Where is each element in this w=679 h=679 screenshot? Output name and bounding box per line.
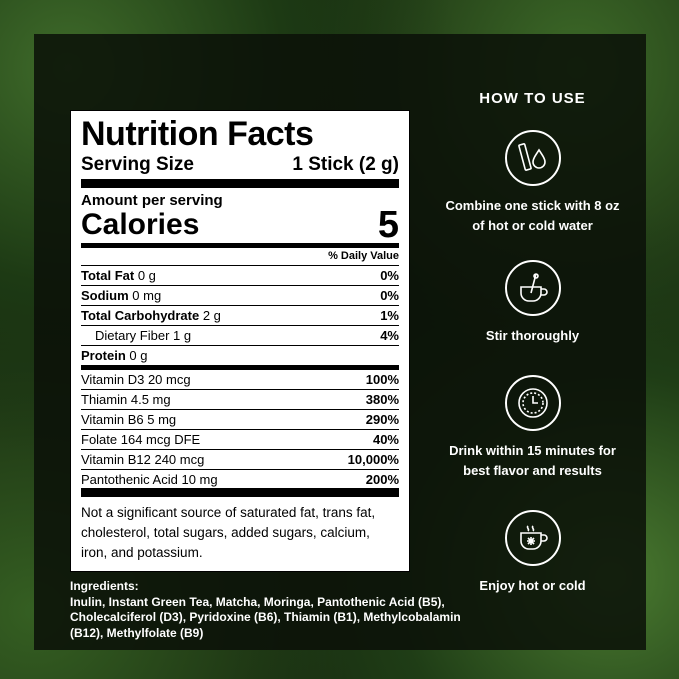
- nutrient-dv: 4%: [380, 328, 399, 343]
- clock-icon: [504, 375, 561, 431]
- nutrient-row: Total Fat 0 g 0%: [81, 266, 399, 286]
- ingredients: Ingredients: Inulin, Instant Green Tea, …: [70, 579, 470, 641]
- nutrient-name: Total Carbohydrate 2 g: [81, 308, 221, 323]
- vitamin-dv: 100%: [365, 372, 399, 387]
- vitamin-row: Folate 164 mcg DFE 40%: [81, 430, 399, 450]
- vitamin-dv: 200%: [365, 472, 399, 487]
- calories-label: Calories: [81, 208, 200, 241]
- calories: Calories 5: [81, 204, 399, 248]
- vitamin-name: Folate 164 mcg DFE: [81, 432, 201, 447]
- hot-cold-cup-icon: [504, 510, 561, 566]
- calories-value: 5: [377, 204, 399, 246]
- how-to-use-title: HOW TO USE: [479, 90, 586, 107]
- vitamin-name: Thiamin 4.5 mg: [81, 392, 171, 407]
- vitamin-row: Vitamin B6 5 mg 290%: [81, 410, 399, 430]
- vitamin-name: Vitamin B6 5 mg: [81, 412, 177, 427]
- nutrient-row: Total Carbohydrate 2 g 1%: [81, 306, 399, 326]
- vitamin-name: Vitamin B12 240 mcg: [81, 452, 205, 467]
- label-title: Nutrition Facts: [81, 115, 314, 153]
- step-text: Enjoy hot or cold: [479, 578, 586, 593]
- nutrient-name: Total Fat 0 g: [81, 268, 156, 283]
- step-2: Stir thoroughly: [440, 260, 625, 346]
- vitamin-dv: 40%: [372, 432, 399, 447]
- vitamin-dv: 10,000%: [347, 452, 399, 467]
- nutrient-dv: 1%: [380, 308, 399, 323]
- stick-water-drop-icon: [504, 130, 561, 186]
- step-4: Enjoy hot or cold: [440, 510, 625, 596]
- serving-value: 1 Stick (2 g): [292, 154, 399, 175]
- step-text: Combine one stick with 8 oz of hot or co…: [445, 198, 620, 233]
- amount-per-serving: Amount per serving: [81, 192, 223, 209]
- nutrient-name: Sodium 0 mg: [81, 288, 162, 303]
- step-text: Stir thoroughly: [485, 328, 580, 343]
- vitamin-dv: 290%: [365, 412, 399, 427]
- nutrient-dv: 0%: [380, 288, 399, 303]
- nutrient-name: Protein 0 g: [81, 348, 148, 363]
- step-1: Combine one stick with 8 oz of hot or co…: [440, 130, 625, 236]
- nutrient-row: Dietary Fiber 1 g 4%: [81, 326, 399, 346]
- vitamin-name: Vitamin D3 20 mcg: [81, 372, 191, 387]
- nutrient-name: Dietary Fiber 1 g: [95, 328, 192, 343]
- nutrient-dv: 0%: [380, 268, 399, 283]
- nutrient-row: Sodium 0 mg 0%: [81, 286, 399, 306]
- vitamin-row: Vitamin D3 20 mcg 100%: [81, 370, 399, 390]
- footnote: Not a significant source of saturated fa…: [81, 505, 376, 560]
- stirring-cup-icon: [504, 260, 561, 316]
- vitamin-dv: 380%: [365, 392, 399, 407]
- serving-label: Serving Size: [81, 154, 194, 175]
- vitamin-name: Pantothenic Acid 10 mg: [81, 472, 218, 487]
- step-text: Drink within 15 minutes for best flavor …: [449, 443, 616, 478]
- nutrition-facts-label: Nutrition Facts Serving Size 1 Stick (2 g…: [70, 110, 410, 572]
- how-to-use: HOW TO USE Combine one stick with 8 oz o…: [440, 90, 625, 593]
- vitamin-row: Thiamin 4.5 mg 380%: [81, 390, 399, 410]
- ingredients-text: Inulin, Instant Green Tea, Matcha, Morin…: [70, 594, 461, 640]
- daily-value-header: % Daily Value: [81, 248, 399, 266]
- step-3: Drink within 15 minutes for best flavor …: [440, 375, 625, 481]
- vitamin-row: Pantothenic Acid 10 mg 200%: [81, 470, 399, 497]
- nutrient-row: Protein 0 g: [81, 346, 399, 370]
- serving-size: Serving Size 1 Stick (2 g): [81, 153, 399, 188]
- ingredients-label: Ingredients:: [70, 579, 139, 593]
- vitamin-row: Vitamin B12 240 mcg 10,000%: [81, 450, 399, 470]
